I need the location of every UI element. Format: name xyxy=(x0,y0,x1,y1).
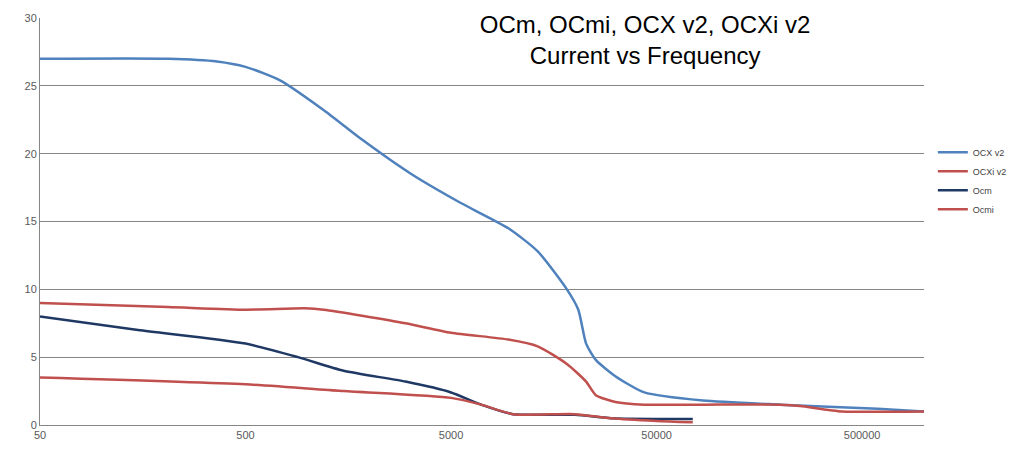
svg-text:25: 25 xyxy=(25,80,37,92)
svg-text:30: 30 xyxy=(25,12,37,24)
svg-text:500: 500 xyxy=(236,429,254,441)
svg-text:10: 10 xyxy=(25,283,37,295)
svg-text:0: 0 xyxy=(31,419,37,431)
svg-text:5000: 5000 xyxy=(439,429,463,441)
svg-text:15: 15 xyxy=(25,215,37,227)
svg-text:50: 50 xyxy=(34,429,46,441)
svg-text:OCm, OCmi, OCX v2, OCXi v2Curr: OCm, OCmi, OCX v2, OCXi v2Current vs Fre… xyxy=(480,11,811,69)
svg-text:50000: 50000 xyxy=(641,429,672,441)
svg-text:500000: 500000 xyxy=(844,429,881,441)
svg-text:Ocm: Ocm xyxy=(973,186,992,196)
svg-text:20: 20 xyxy=(25,148,37,160)
svg-text:OCXi v2: OCXi v2 xyxy=(973,167,1007,177)
svg-text:5: 5 xyxy=(31,351,37,363)
svg-text:OCX v2: OCX v2 xyxy=(973,148,1005,158)
svg-text:Ocmi: Ocmi xyxy=(973,205,994,215)
